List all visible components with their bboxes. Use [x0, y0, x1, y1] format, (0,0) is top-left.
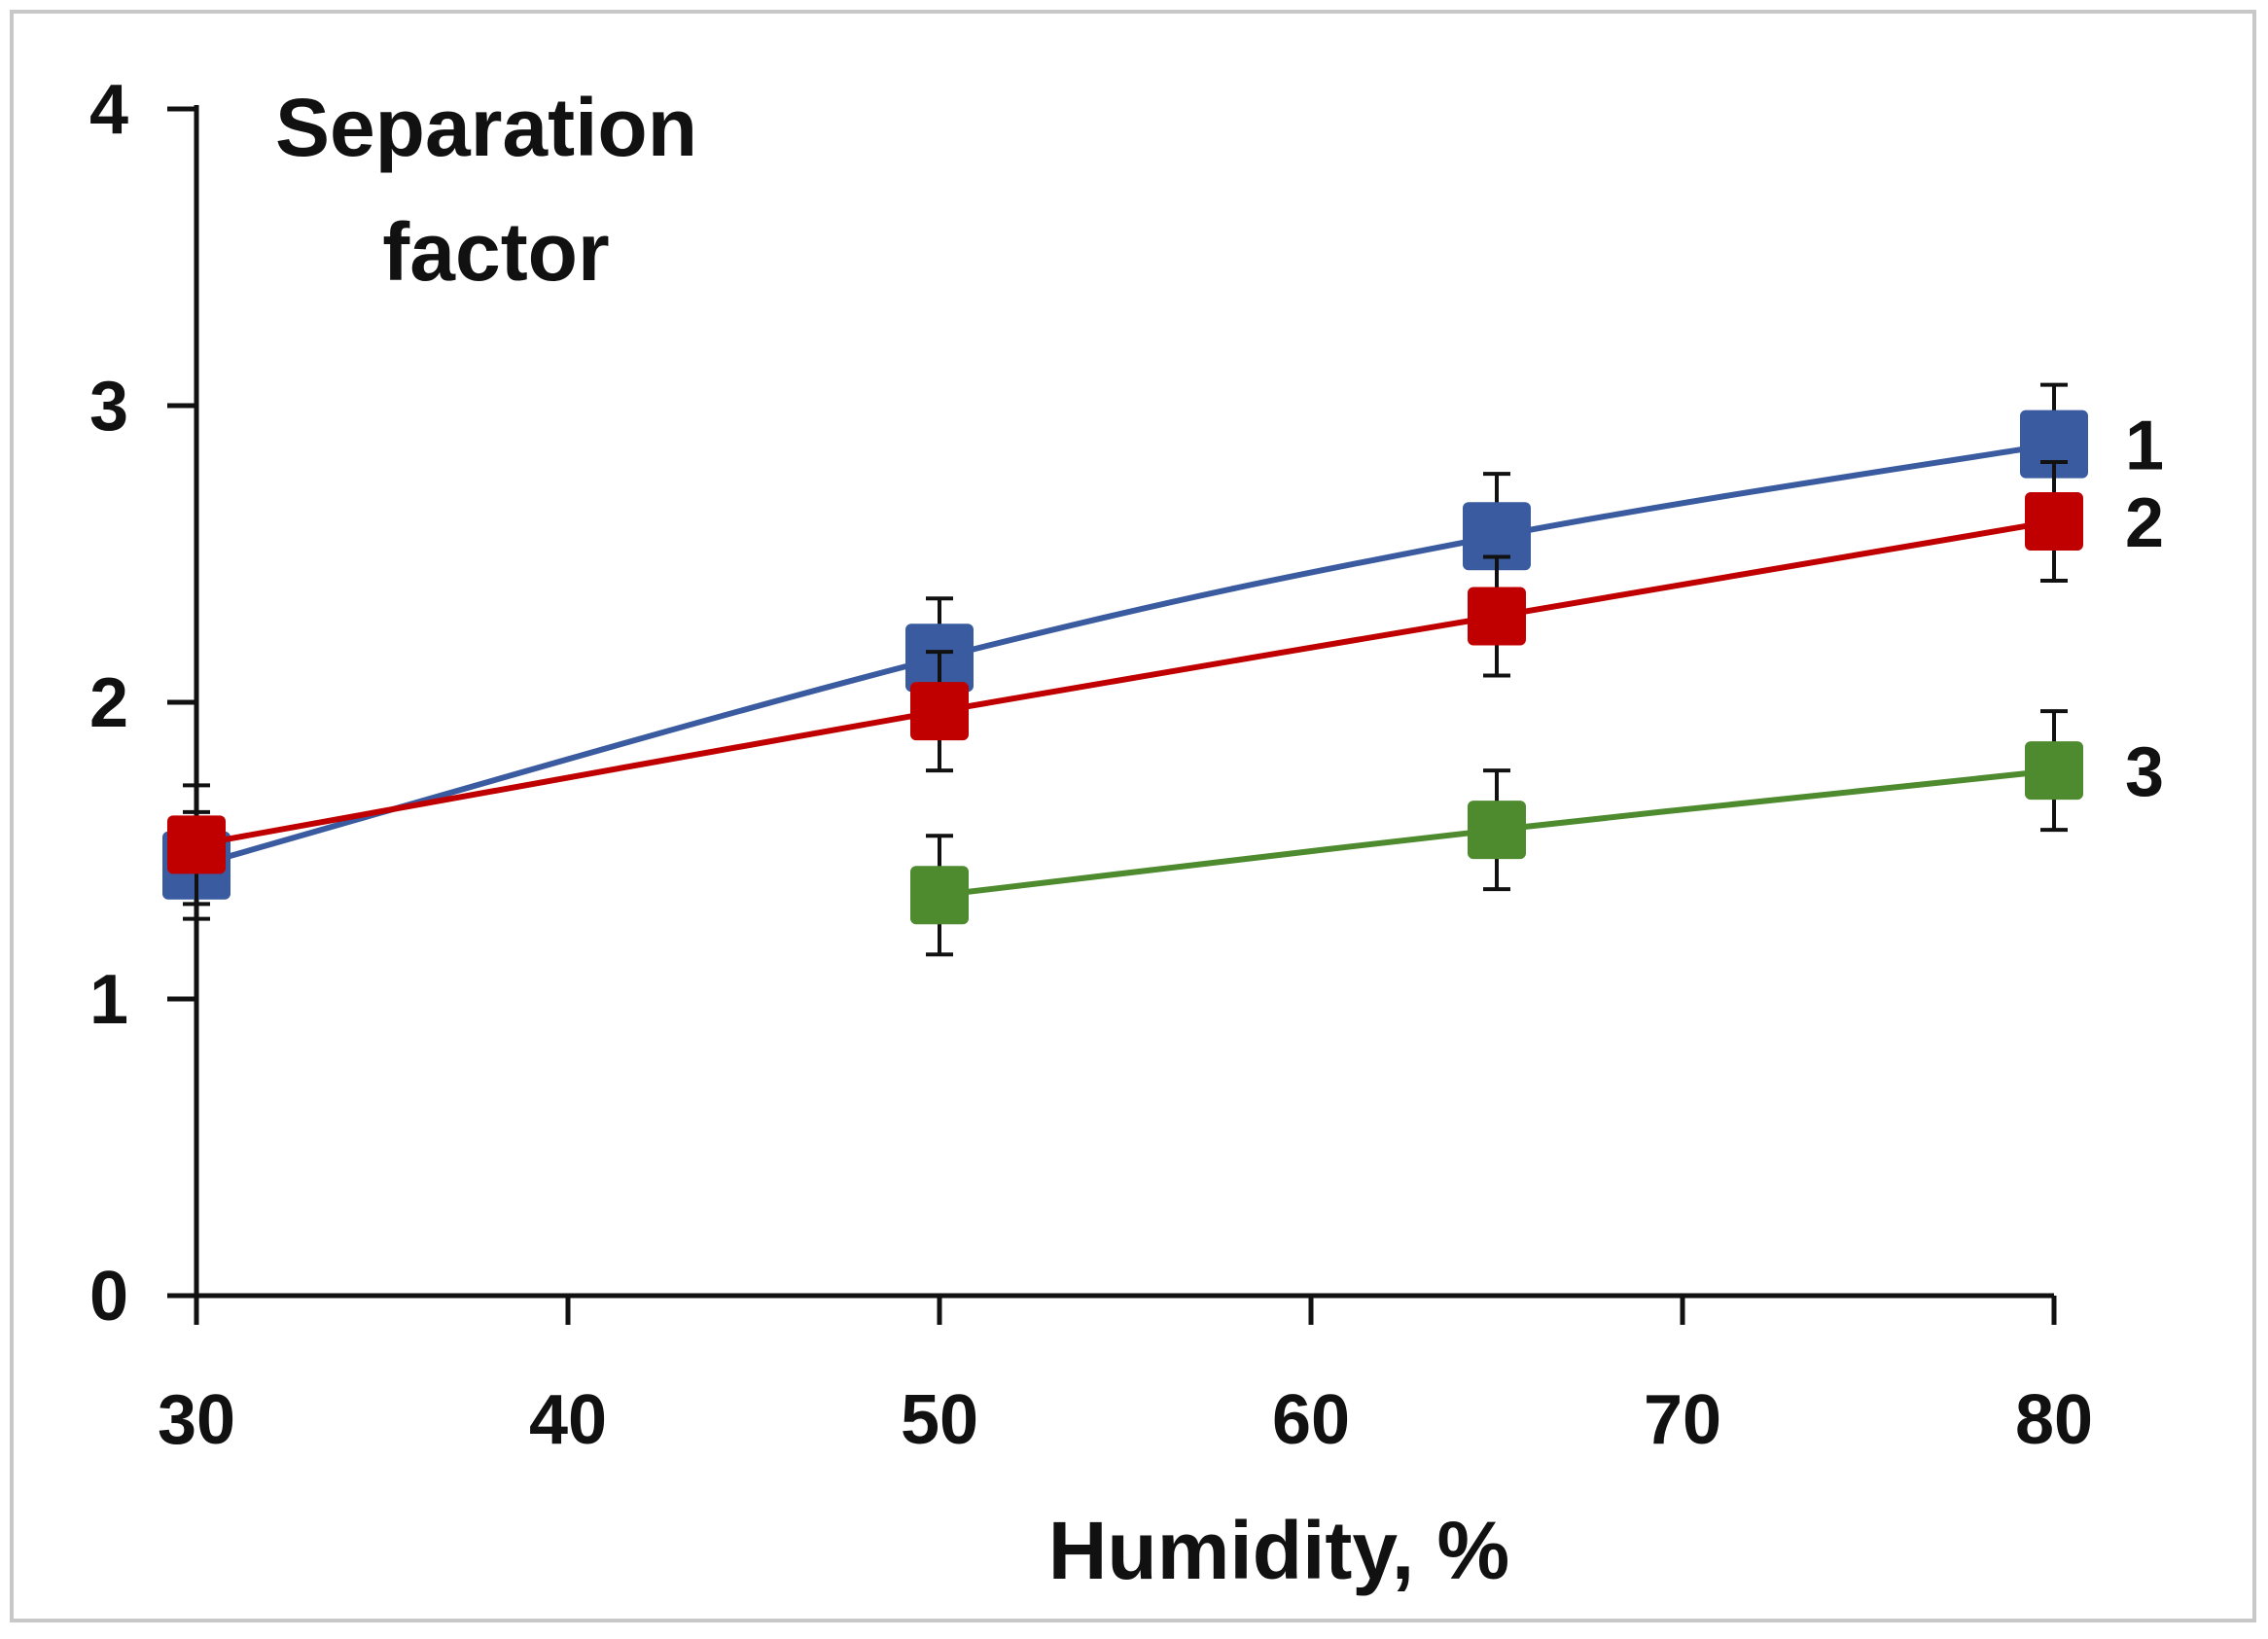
data-point-marker [167, 815, 226, 874]
series-line [195, 517, 2055, 848]
y-tick-label: 0 [89, 1258, 128, 1336]
y-axis-title-line-1: Separation [275, 82, 697, 173]
data-point-marker [1468, 801, 1526, 860]
x-tick-label: 50 [901, 1381, 978, 1459]
data-point-marker [2025, 491, 2083, 551]
y-tick-label: 2 [89, 664, 128, 742]
data-point-marker [1468, 587, 1526, 646]
data-point-marker [1463, 502, 1531, 571]
data-point-marker [2025, 741, 2083, 801]
data-point-marker [910, 866, 969, 925]
series-2 [167, 459, 2083, 907]
data-point-marker [910, 682, 969, 741]
x-tick-label: 30 [158, 1381, 235, 1459]
x-tick-label: 70 [1644, 1381, 1721, 1459]
data-point-marker [2020, 410, 2088, 479]
axes [167, 105, 2057, 1325]
series-label: 1 [2125, 408, 2164, 485]
series-layer [162, 382, 2088, 957]
series-3 [910, 709, 2083, 957]
chart-frame [10, 10, 2256, 1622]
x-axis-title: Humidity, % [1048, 1505, 1509, 1596]
x-tick-label: 40 [529, 1381, 607, 1459]
series-label: 2 [2125, 484, 2164, 562]
y-axis-title-line-2: factor [382, 206, 609, 298]
y-tick-label: 4 [89, 71, 128, 149]
y-tick-label: 3 [89, 368, 128, 445]
series-label: 3 [2125, 733, 2164, 811]
x-tick-label: 80 [2015, 1381, 2093, 1459]
series-line [195, 441, 2055, 869]
y-tick-label: 1 [89, 961, 128, 1039]
x-tick-label: 60 [1272, 1381, 1350, 1459]
